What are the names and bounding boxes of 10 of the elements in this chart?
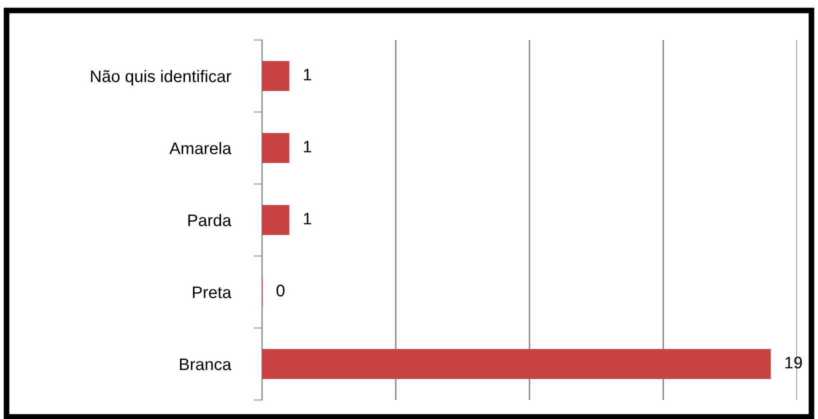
y-tick-label: Não quis identificar — [91, 70, 232, 86]
y-tick-label: Parda — [188, 214, 232, 226]
data-label: 19 — [785, 356, 802, 368]
y-tick-label: Branca — [180, 358, 232, 370]
data-label: 1 — [304, 140, 312, 152]
y-tick-label: Preta — [192, 286, 232, 298]
y-tick-label: Amarela — [169, 142, 232, 154]
data-label: 1 — [304, 212, 312, 224]
data-label: 1 — [304, 68, 312, 80]
data-label: 0 — [276, 284, 285, 296]
